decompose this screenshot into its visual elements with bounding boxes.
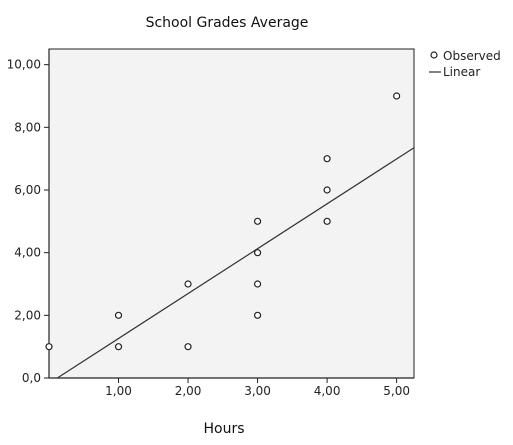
y-tick-label: 10,00	[7, 58, 41, 72]
observed-point	[253, 311, 262, 319]
observed-point	[253, 217, 262, 225]
observed-point	[45, 343, 53, 351]
legend-linear-label: Linear	[443, 65, 480, 79]
chart-title: School Grades Average	[146, 15, 309, 31]
y-axis-ticks: 0,0 2,00 4,00 6,00 8,00 10,00	[7, 58, 49, 385]
observed-point	[184, 343, 192, 351]
x-tick-label: 2,00	[175, 384, 202, 398]
observed-point	[114, 311, 123, 319]
regression-line-group	[57, 147, 415, 379]
observed-point	[253, 280, 262, 288]
y-tick-label: 6,00	[14, 183, 41, 197]
x-axis-ticks: 1,00 2,00 3,00 4,00 5,00	[105, 378, 410, 398]
x-tick-label: 4,00	[314, 384, 341, 398]
axes	[48, 49, 414, 379]
plot-area	[48, 48, 415, 379]
observed-point	[323, 155, 331, 163]
legend-observed-marker	[430, 51, 438, 59]
x-axis-title: Hours	[203, 421, 244, 437]
y-tick-label: 8,00	[14, 120, 41, 134]
y-tick-label: 4,00	[14, 246, 41, 260]
legend: Observed Linear	[429, 49, 501, 79]
observed-point	[323, 217, 331, 225]
x-tick-label: 5,00	[383, 384, 410, 398]
observed-point	[184, 280, 192, 288]
y-tick-label: 0,0	[22, 371, 41, 385]
x-tick-label: 1,00	[105, 384, 132, 398]
observed-point	[393, 92, 401, 100]
observed-point	[253, 249, 262, 257]
observed-point	[323, 186, 331, 194]
legend-observed-label: Observed	[443, 49, 501, 63]
observed-points-group	[45, 92, 401, 351]
x-tick-label: 3,00	[244, 384, 271, 398]
observed-point	[114, 343, 123, 351]
regression-line	[57, 147, 415, 379]
y-tick-label: 2,00	[14, 308, 41, 322]
